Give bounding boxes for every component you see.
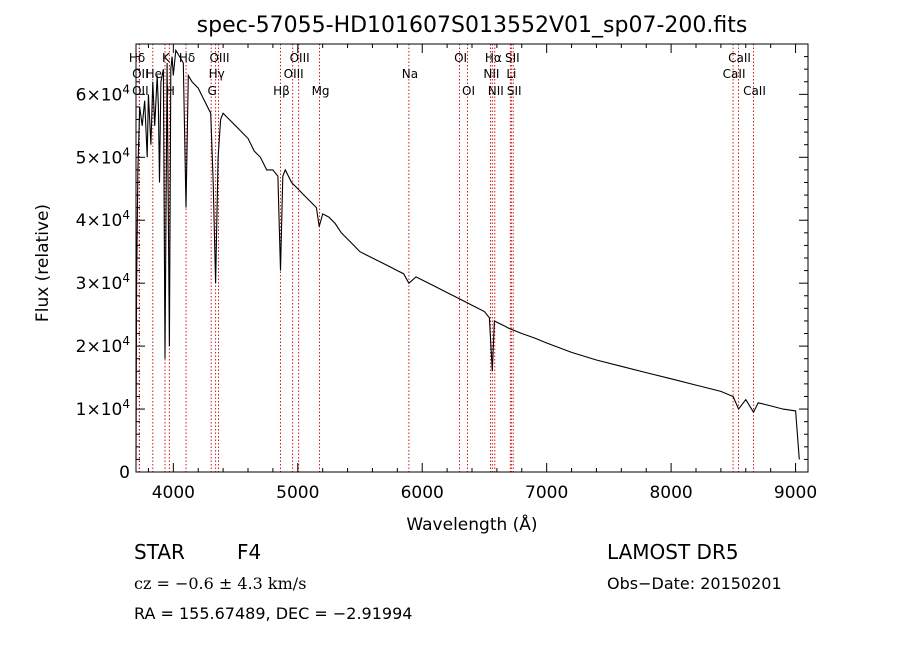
spectral-line-label: NII — [488, 84, 504, 98]
spectral-line-label: Hδ — [179, 51, 195, 65]
spectral-line-label: OIII — [209, 51, 229, 65]
y-tick-label: 0 — [119, 463, 130, 483]
spectral-line-label: Hγ — [209, 67, 225, 81]
object-subclass: F4 — [237, 540, 262, 564]
spectral-line-label: Mg — [312, 84, 330, 98]
observation-date: Obs−Date: 20150201 — [607, 574, 782, 593]
spectral-line-label: G — [208, 84, 217, 98]
redshift-velocity: cz = −0.6 ± 4.3 km/s — [134, 574, 307, 593]
spectral-line-label: OI — [462, 84, 475, 98]
x-axis-label: Wavelength (Å) — [406, 513, 537, 535]
y-tick-label: 6×104 — [76, 82, 130, 105]
spectral-line-label: OII — [132, 84, 149, 98]
y-tick-label: 3×104 — [76, 271, 130, 294]
y-tick-label: 1×104 — [76, 397, 130, 420]
x-tick-label: 5000 — [276, 483, 319, 503]
spectrum-series-line — [135, 48, 800, 460]
coordinates: RA = 155.67489, DEC = −2.91994 — [134, 604, 413, 623]
spectral-line-label: CaII — [743, 84, 766, 98]
y-tick-label: 2×104 — [76, 334, 130, 357]
y-axis-ticks: 0 1×104 2×104 3×104 4×104 5×104 6×104 — [76, 56, 808, 483]
spectral-line-label: CaII — [723, 67, 746, 81]
x-tick-label: 9000 — [774, 483, 817, 503]
x-tick-label: 6000 — [401, 483, 444, 503]
spectral-line-label: OIII — [290, 51, 310, 65]
spectral-line-label: CaII — [728, 51, 751, 65]
spectral-line-label: K — [162, 51, 171, 65]
spectral-line-label: Li — [506, 67, 516, 81]
spectral-line-label: SII — [507, 84, 522, 98]
spectral-line-label: OIII — [284, 67, 304, 81]
y-tick-label: 5×104 — [76, 145, 130, 168]
spectral-line-label: Hδ — [129, 51, 145, 65]
x-tick-label: 4000 — [152, 483, 195, 503]
spectral-line-label: Na — [402, 67, 418, 81]
spectral-line-label: SII — [505, 51, 520, 65]
x-tick-label: 8000 — [649, 483, 692, 503]
spectral-line-label: OI — [454, 51, 467, 65]
spectral-line-label: NII — [483, 67, 499, 81]
plot-frame — [135, 43, 809, 473]
y-axis-label: Flux (relative) — [33, 204, 53, 322]
x-tick-label: 7000 — [525, 483, 568, 503]
x-axis-ticks: 4000 5000 6000 7000 8000 9000 — [147, 44, 817, 503]
object-class: STAR — [134, 540, 185, 564]
spectral-line-label: He — [146, 67, 162, 81]
survey-release: LAMOST DR5 — [607, 540, 739, 564]
spectral-line-label: Hα — [485, 51, 502, 65]
spectral-line-label: Hβ — [273, 84, 290, 98]
chart-title: spec-57055-HD101607S013552V01_sp07-200.f… — [197, 13, 748, 38]
spectral-line-markers — [135, 44, 754, 472]
y-tick-label: 4×104 — [76, 208, 130, 231]
